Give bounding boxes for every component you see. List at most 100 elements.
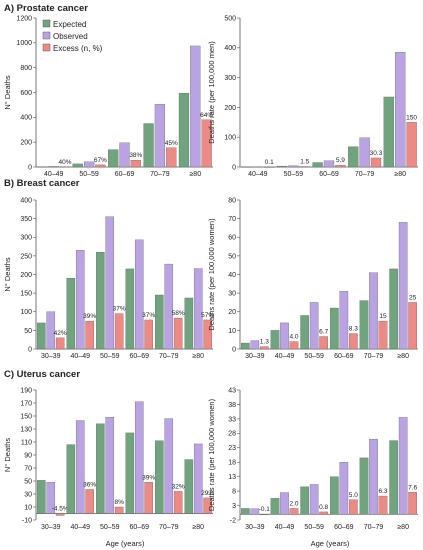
uterus-rate-y-tick-label: 43 [228,387,236,394]
breast-deaths-data-label: 37% [113,306,126,313]
prostate-rate-bar-observed [359,137,370,168]
breast-rate-x-tick-label: 30–39 [245,353,265,360]
uterus-rate-x-tick-label: 30–39 [245,524,265,531]
breast-deaths-bar-expected [96,251,105,350]
breast-deaths-y-tick-label: 0 [28,346,32,353]
uterus-deaths-y-tick-label: 170 [20,400,32,407]
uterus-deaths-bar-expected [155,440,164,514]
uterus-deaths-x-tick-label: 60–69 [130,524,150,531]
breast-rate-data-label: 4.0 [289,334,298,341]
breast-rate-bar-expected [300,315,309,350]
breast-rate-bar-excess [260,346,269,350]
uterus-rate-x-tick-label: 70–79 [364,524,384,531]
uterus-rate-bar-excess [349,499,358,515]
breast-deaths-bar-expected [37,322,46,350]
prostate-deaths-bar-observed [83,161,95,168]
prostate-deaths-bar-observed [190,45,201,168]
uterus-deaths-bar-observed [164,418,174,514]
breast-rate-y-tick-label: 60 [228,235,236,242]
prostate-rate-bar-expected [241,166,252,168]
breast-rate-bar-expected [270,330,280,350]
breast-rate-bar-observed [250,340,260,350]
uterus-deaths-y-tick-label: -10 [22,517,32,524]
uterus-rate-bar-expected [300,486,309,515]
breast-deaths-bar-observed [105,216,115,350]
breast-rate-bar-excess [378,320,388,350]
prostate-deaths-bar-expected [37,166,48,168]
breast-rate-x-tick-label: 50–59 [304,353,324,360]
prostate-rate-bar-expected [312,162,323,168]
breast-deaths-y-tick-label: 250 [20,253,32,260]
uterus-deaths-y-tick-label: 130 [20,426,32,433]
uterus-rate-x-tick-label: 50–59 [304,524,324,531]
breast-deaths-data-label: 39% [83,313,96,320]
prostate-rate-y-tick-label: 100 [224,135,236,142]
prostate-deaths-bar-observed [154,104,166,168]
prostate-deaths-bar-excess [166,147,177,168]
breast-deaths-x-tick-label: 70–79 [159,353,179,360]
prostate-rate-bar-expected [276,165,288,168]
breast-deaths-bar-excess [203,319,212,350]
prostate-deaths-data-label: 38% [129,152,142,159]
uterus-deaths-data-label: 32% [172,483,185,490]
breast-deaths-bar-excess [55,337,65,350]
breast-rate-y-tick-label: 80 [228,197,236,204]
uterus-rate-y-tick-label: 23 [228,445,236,452]
uterus-deaths-x-tick-label: 50–59 [100,524,120,531]
prostate-deaths-x-tick-label: 70–79 [150,171,170,178]
breast-deaths-x-tick-label: 40–49 [71,353,91,360]
uterus-rate-data-label: 7.6 [408,484,417,491]
breast-deaths-bar-observed [193,268,203,350]
prostate-rate-x-tick-label: 50–59 [284,171,304,178]
prostate-deaths-x-tick-label: 40–49 [44,171,64,178]
uterus-rate-x-tick-label: 60–69 [334,524,354,531]
uterus-deaths-bar-excess [173,491,183,514]
breast-rate-data-label: 15 [379,313,387,320]
legend-label-observed: Observed [53,32,88,41]
breast-rate-bar-observed [309,302,319,350]
prostate-deaths-y-tick-label: 0 [28,164,32,171]
prostate-deaths-x-tick-label: 60–69 [115,171,135,178]
uterus-deaths-bar-observed [105,417,115,514]
prostate-rate-x-tick-label: 40–49 [248,171,268,178]
uterus-deaths-y-tick-label: 90 [24,452,32,459]
uterus-deaths-bar-expected [37,480,46,514]
uterus-rate-bar-expected [241,508,250,515]
breast-deaths-bar-excess [85,320,94,350]
legend-swatch-observed [42,31,51,40]
legend-label-excess: Excess (n, %) [53,44,103,53]
uterus-rate-bar-observed [250,508,260,515]
uterus-deaths-x-tick-label: 70–79 [159,524,179,531]
section-title-uterus: C) Uterus cancer [4,369,80,380]
prostate-rate-y-tick-label: 400 [224,45,236,52]
prostate-deaths-bar-expected [72,163,83,168]
breast-rate-x-tick-label: 40–49 [275,353,295,360]
uterus-rate-data-label: 6.3 [378,488,387,495]
uterus-rate-data-label: -0.1 [259,506,271,513]
uterus-deaths-data-label: 36% [83,481,96,488]
uterus-rate-y-tick-label: 13 [228,474,236,481]
prostate-rate-bar-observed [395,52,406,168]
breast-rate-bar-expected [359,300,369,350]
uterus-rate-bar-expected [389,440,398,515]
prostate-rate-bar-excess [299,166,310,168]
uterus-rate-bar-observed [339,462,349,515]
uterus-rate-bar-excess [378,495,388,515]
prostate-rate-bar-observed [323,160,335,168]
prostate-rate-y-axis-label: Deaths rate (per 100,000 men) [207,41,216,144]
prostate-rate-data-label: 1.5 [300,159,309,166]
uterus-rate-bar-expected [330,476,339,515]
prostate-deaths-data-label: 67% [94,157,107,164]
breast-deaths-data-label: 57% [201,312,214,319]
breast-deaths-y-tick-label: 200 [20,272,32,279]
uterus-deaths-x-tick-label: 30–39 [41,524,61,531]
uterus-rate-bar-excess [260,514,269,515]
prostate-rate-y-tick-label: 500 [224,15,236,22]
breast-deaths-bar-expected [125,268,135,350]
breast-deaths-data-label: 42% [54,330,67,337]
uterus-deaths-bar-observed [134,401,144,514]
breast-rate-data-label: 25 [409,294,417,301]
breast-deaths-x-tick-label: 60–69 [130,353,150,360]
uterus-deaths-bar-excess [144,482,153,514]
